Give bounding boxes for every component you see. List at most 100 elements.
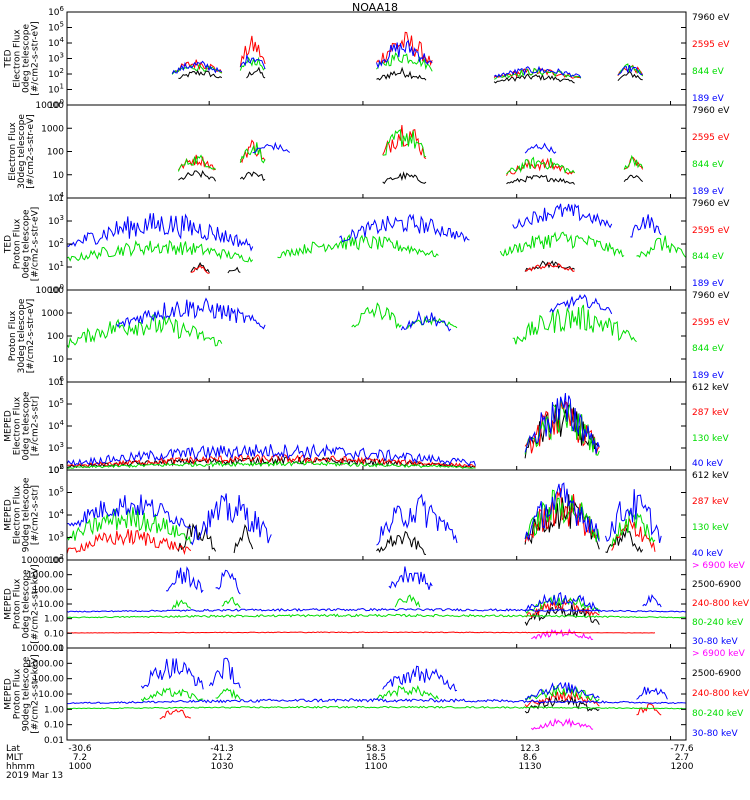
ylabel-p7-2: 90deg telescope: [22, 656, 32, 731]
legend-entry-p3-0: 7960 eV: [692, 291, 730, 301]
ytick-label-p6-3: 10.00: [38, 600, 64, 610]
series-line-p0-s2-g1: [239, 56, 266, 71]
ytick-label-p4-3: 105: [48, 397, 64, 410]
series-line-p3-s3-g2: [549, 294, 613, 315]
ytick-label-p7-1: 0.10: [44, 721, 64, 731]
legend-entry-p1-1: 2595 eV: [692, 133, 730, 143]
series-line-p7-s1-g0: [524, 694, 600, 714]
ytick-label-p0-3: 103: [48, 52, 64, 65]
tick-2-mlt: 18.5: [365, 753, 387, 763]
ytick-label-p2-1: 101: [48, 260, 64, 273]
series-line-p5-s3-g4: [605, 489, 662, 544]
tick-0-hhmm: 1000: [68, 762, 92, 772]
panel-frame-3: [66, 289, 687, 383]
series-line-p7-s4-g1: [140, 658, 204, 690]
series-line-p5-s3-g0: [66, 494, 192, 530]
legend-entry-p4-2: 130 keV: [692, 433, 729, 444]
ytick-label-p7-5: 1000.00: [27, 659, 64, 669]
series-line-p7-s2-g0: [159, 708, 191, 720]
series-line-p3-s2-g0: [66, 314, 223, 349]
series-line-p1-s0-g0: [178, 170, 217, 182]
series-line-p7-s3-g1: [140, 687, 204, 702]
ytick-label-p5-4: 106: [48, 463, 64, 476]
row-label-lat: Lat: [6, 744, 21, 754]
legend-entry-p0-1: 2595 eV: [692, 40, 730, 50]
ytick-label-p1-2: 100: [47, 148, 64, 158]
series-line-p2-s2-g1: [277, 233, 439, 259]
ylabel-p3-1: 30deg telescope: [17, 298, 27, 373]
series-line-p7-s0-g0: [530, 717, 594, 731]
series-line-p1-s2-g2: [382, 129, 427, 158]
series-line-p7-s4-g5: [636, 686, 668, 700]
legend-entry-p0-2: 844 eV: [692, 67, 724, 77]
series-line-p1-s3-g0: [252, 141, 291, 154]
tick-1-hhmm: 1030: [210, 762, 234, 772]
ylabel-p7-3: [#/cm2-s-str-keV]: [31, 654, 41, 733]
ylabel-p4-1: Electron Flux: [13, 396, 23, 455]
series-line-p1-s0-g2: [382, 171, 427, 185]
series-line-p7-s4-g0: [67, 698, 687, 705]
ytick-label-p6-0: 0.01: [44, 644, 64, 654]
ytick-label-p6-6: 10000.00: [21, 556, 64, 566]
series-line-p6-s4-g3: [388, 566, 433, 590]
series-line-p7-s2-g1: [524, 689, 600, 708]
ytick-label-p7-3: 10.00: [38, 690, 64, 700]
series-line-p2-s3-g2: [512, 203, 613, 229]
legend-entry-p6-4: 30-80 keV: [692, 637, 738, 647]
ytick-label-p5-1: 103: [48, 531, 64, 544]
series-line-p5-s3-g1: [190, 493, 272, 546]
series-line-p7-s3-g3: [376, 685, 439, 701]
ytick-label-p7-0: 0.01: [44, 736, 64, 746]
ylabel-p7-0: MEPED: [4, 678, 14, 710]
series-line-p6-s4-g2: [215, 569, 241, 595]
panel-frame-1: [66, 104, 687, 199]
legend-entry-p4-0: 612 keV: [692, 383, 729, 393]
ytick-label-p2-2: 102: [48, 237, 64, 250]
ytick-label-p1-0: 1: [58, 194, 64, 204]
series-line-p5-s3-g3: [524, 482, 600, 542]
ylabel-p2-1: Proton Flux: [13, 218, 23, 269]
legend-entry-p5-2: 130 keV: [692, 523, 729, 533]
series-line-p5-s0-g0: [177, 522, 217, 552]
tick-4-mlt: 2.7: [674, 753, 690, 763]
ylabel-p1-2: [#/cm2-s-str-eV]: [26, 114, 36, 189]
series-line-p0-s3-g2: [376, 39, 433, 70]
legend-entry-p6-0: > 6900 keV: [692, 561, 745, 571]
panel-frame-4: [66, 381, 687, 471]
panel-frame-0: [66, 11, 687, 106]
tick-0-lat: -30.6: [68, 744, 92, 754]
panel-frame-5: [66, 469, 687, 561]
ylabel-p4-0: MEPED: [4, 410, 14, 442]
ylabel-p5-2: 90deg telescope: [22, 477, 32, 552]
ytick-label-p0-6: 106: [48, 5, 64, 18]
legend-entry-p7-1: 2500-6900: [692, 669, 742, 679]
series-line-p0-s0-g1: [246, 66, 266, 79]
series-line-p6-s0-g0: [531, 628, 594, 641]
series-line-p2-s3-g3: [630, 214, 662, 238]
tick-2-hhmm: 1100: [364, 762, 388, 772]
ylabel-p0-0: TED: [4, 49, 14, 68]
series-line-p0-s1-g2: [376, 31, 433, 67]
ylabel-p5-3: [#/cm2-s-str]: [31, 485, 41, 545]
series-line-p5-s0-g1: [233, 524, 254, 554]
series-line-p2-s0-g1: [227, 266, 241, 274]
tick-1-mlt: 21.2: [211, 753, 233, 763]
legend-entry-p2-1: 2595 eV: [692, 225, 730, 236]
series-line-p7-s4-g4: [524, 681, 600, 700]
ylabel-p6-1: Proton Flux: [13, 578, 23, 629]
legend-entry-p3-2: 844 eV: [692, 344, 724, 355]
series-line-p2-s1-g1: [524, 261, 575, 273]
series-line-p1-s0-g3: [506, 174, 575, 185]
series-line-p2-s0-g0: [190, 262, 210, 274]
ytick-label-p3-4: 10000: [35, 286, 64, 296]
ytick-label-p5-2: 104: [48, 508, 64, 521]
series-line-p4-s1-g0: [66, 453, 476, 468]
ytick-label-p3-2: 100: [47, 332, 64, 342]
legend-entry-p7-3: 80-240 keV: [692, 709, 744, 719]
series-line-p1-s2-g1: [239, 142, 266, 164]
series-line-p6-s3-g0: [66, 613, 687, 619]
ylabel-p1-1: 30deg telescope: [17, 114, 27, 189]
row-label-mlt: MLT: [6, 753, 24, 763]
legend-entry-p7-0: > 6900 keV: [692, 649, 745, 659]
legend-entry-p2-0: 7960 eV: [692, 199, 730, 209]
